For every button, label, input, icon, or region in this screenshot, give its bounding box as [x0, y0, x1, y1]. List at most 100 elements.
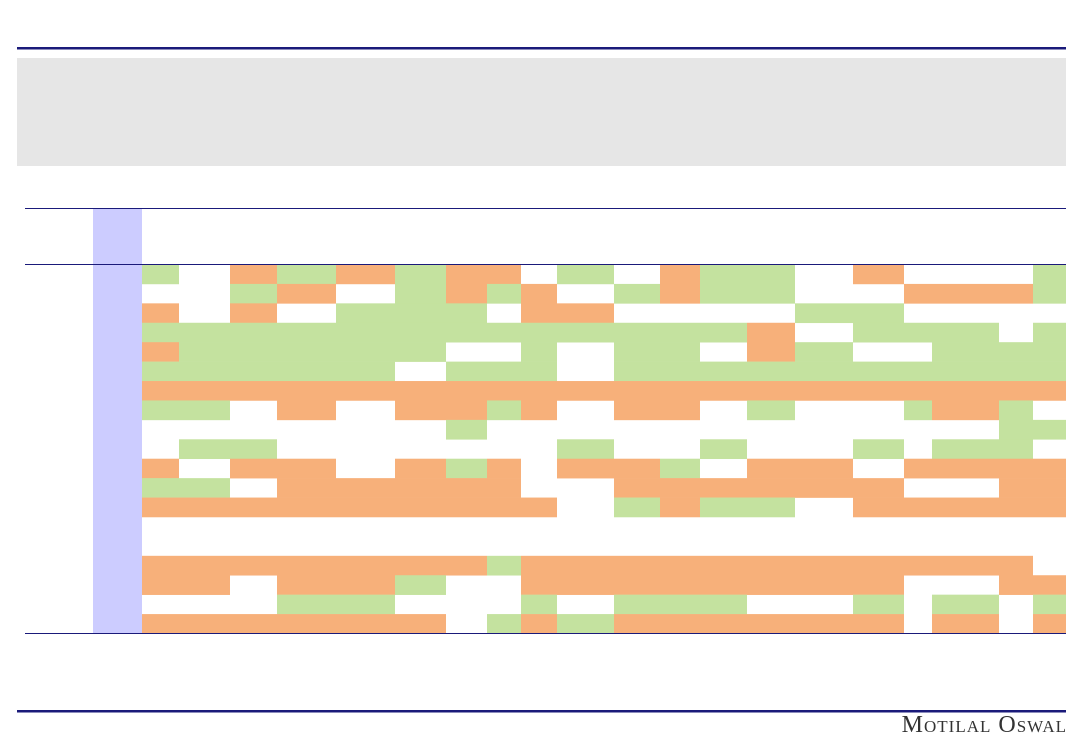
cell — [932, 458, 999, 479]
cell — [795, 303, 853, 324]
cell — [230, 614, 277, 634]
cell — [932, 497, 999, 518]
cell — [336, 361, 395, 382]
bottom-rule — [17, 710, 1066, 713]
cell — [660, 458, 700, 479]
cell — [853, 303, 904, 324]
cell — [660, 478, 700, 498]
cell — [904, 381, 932, 401]
cell — [395, 478, 446, 498]
cell — [179, 342, 230, 362]
top-rule — [17, 47, 1066, 50]
cell — [904, 283, 932, 304]
cell — [487, 458, 521, 479]
cell — [700, 497, 747, 518]
cell — [142, 555, 179, 576]
cell — [1033, 419, 1066, 440]
cell — [277, 497, 336, 518]
cell — [932, 342, 999, 362]
cell — [853, 614, 904, 634]
cell — [142, 303, 179, 324]
cell — [660, 594, 700, 615]
cell — [932, 400, 999, 421]
cell — [277, 594, 336, 615]
cell — [557, 381, 614, 401]
cell — [853, 322, 904, 343]
cell — [446, 361, 487, 382]
cell — [179, 497, 230, 518]
cell — [336, 497, 395, 518]
cell — [747, 478, 795, 498]
cell — [853, 497, 904, 518]
cell — [660, 497, 700, 518]
cell — [1033, 361, 1066, 382]
cell — [557, 322, 614, 343]
cell — [230, 322, 277, 343]
cell — [521, 497, 557, 518]
cell — [795, 342, 853, 362]
cell — [700, 594, 747, 615]
cell — [179, 439, 230, 460]
cell — [277, 458, 336, 479]
cell — [747, 264, 795, 285]
cell — [1033, 575, 1066, 595]
cell — [179, 322, 230, 343]
cell — [277, 575, 336, 595]
cell — [932, 594, 999, 615]
cell — [700, 575, 747, 595]
header-box — [17, 58, 1066, 166]
cell — [179, 381, 230, 401]
cell — [614, 283, 660, 304]
cell — [395, 322, 446, 343]
cell — [277, 361, 336, 382]
cell — [230, 439, 277, 460]
cell — [142, 614, 179, 634]
cell — [795, 614, 853, 634]
cell — [904, 497, 932, 518]
cell — [700, 439, 747, 460]
cell — [395, 283, 446, 304]
cell — [336, 322, 395, 343]
cell — [747, 555, 795, 576]
cell — [277, 283, 336, 304]
cell — [230, 264, 277, 285]
cell — [660, 614, 700, 634]
cell — [521, 555, 557, 576]
cell — [795, 381, 853, 401]
cell — [487, 283, 521, 304]
cell — [277, 342, 336, 362]
cell — [660, 264, 700, 285]
cell — [747, 342, 795, 362]
cell — [999, 400, 1033, 421]
cell — [487, 361, 521, 382]
cell — [853, 555, 904, 576]
cell — [904, 361, 932, 382]
cell — [336, 614, 395, 634]
brand: Motilal Oswal — [901, 712, 1067, 738]
cell — [557, 264, 614, 285]
cell — [230, 303, 277, 324]
cell — [487, 381, 521, 401]
cell — [446, 283, 487, 304]
cell — [446, 478, 487, 498]
cell — [395, 381, 446, 401]
cell — [521, 361, 557, 382]
cell — [179, 555, 230, 576]
cell — [521, 283, 557, 304]
cell — [795, 478, 853, 498]
cell — [999, 497, 1033, 518]
cell — [853, 439, 904, 460]
cell — [614, 361, 660, 382]
cell — [747, 575, 795, 595]
cell — [932, 361, 999, 382]
cell — [142, 497, 179, 518]
cell — [1033, 381, 1066, 401]
cell — [700, 614, 747, 634]
cell — [446, 264, 487, 285]
cell — [999, 283, 1033, 304]
cell — [932, 381, 999, 401]
cell — [446, 419, 487, 440]
cell — [660, 555, 700, 576]
